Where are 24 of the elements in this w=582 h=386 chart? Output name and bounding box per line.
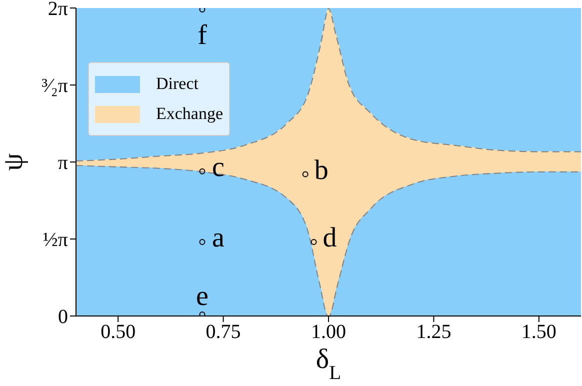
x-tick-label: 1.50 [521,321,556,344]
legend-label: Direct [156,74,198,94]
annotation: b [314,154,328,186]
y-tick-label: 2π [48,0,68,20]
y-tick-label: ½π [42,229,68,252]
annotation: e [196,281,208,312]
y-tick-label: π [58,152,68,174]
x-axis-title: δ$_{L}$ [316,344,342,384]
point [199,238,206,245]
annotation: c [212,152,224,183]
y-axis-title: ψ [0,152,30,171]
point [199,168,206,174]
annotation: d [322,222,337,254]
x-tick-label: 0.75 [206,321,241,344]
y-tick-label: ³⁄₂π [42,75,68,98]
x-tick-label: 1.25 [416,321,452,344]
point [310,238,317,245]
annotation: a [212,222,226,254]
y-tick-label: 0 [58,306,68,328]
point [302,171,308,178]
annotation: f [198,20,208,51]
x-tick-label: 1.00 [311,321,346,344]
x-tick-label: 0.50 [100,321,136,344]
legend-label: Exchange [156,104,224,124]
